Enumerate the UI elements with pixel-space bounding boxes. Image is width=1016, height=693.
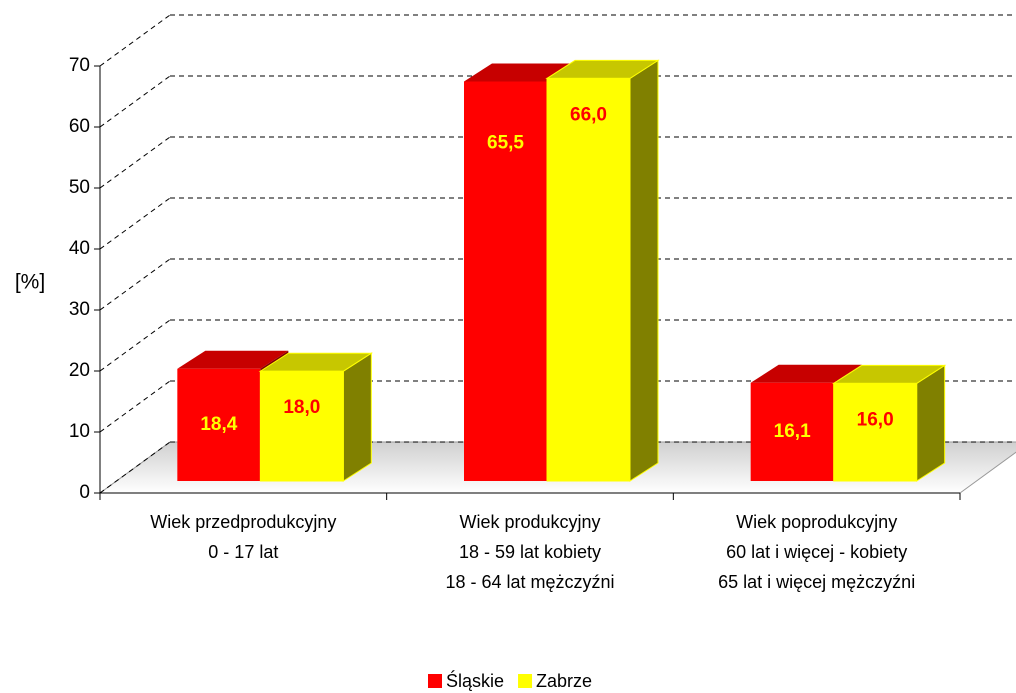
value-label: 18,0 (283, 397, 320, 418)
bar-face (546, 77, 631, 482)
bar-face (833, 382, 918, 482)
x-tick-label: 18 - 59 lat kobiety (459, 542, 601, 562)
legend-label: Śląskie (446, 670, 504, 691)
legend-swatch (518, 674, 533, 688)
bar (258, 352, 374, 482)
value-label: 16,0 (857, 409, 894, 430)
bar-face (464, 63, 575, 82)
x-tick-label: 0 - 17 lat (208, 542, 278, 562)
legend-label: Zabrze (536, 671, 592, 691)
y-tick-label: 50 (69, 177, 90, 198)
bar (545, 59, 660, 482)
bar-face (750, 382, 834, 481)
bar-face (177, 368, 261, 481)
y-tick-label: 10 (69, 421, 90, 442)
bar-face (259, 370, 344, 482)
x-tick-label: Wiek produkcyjny (459, 512, 600, 532)
grid-line-depth (99, 441, 171, 494)
grid-line-depth (99, 136, 171, 189)
y-tick-label: 60 (69, 116, 90, 137)
bar-face (750, 364, 862, 383)
y-tick-label: 0 (79, 482, 90, 503)
bar-face (464, 81, 547, 481)
bar-face (342, 352, 372, 482)
grid-line-depth (99, 75, 171, 128)
grid-line-depth (99, 380, 171, 433)
legend-swatch (428, 674, 442, 688)
bar-face (629, 59, 659, 482)
value-label: 18,4 (200, 414, 237, 435)
x-tick-label: Wiek poprodukcyjny (736, 512, 897, 532)
grid-line-depth (99, 14, 171, 67)
y-tick-label: 30 (69, 299, 90, 320)
x-tick-label: 18 - 64 lat mężczyźni (445, 572, 614, 592)
y-tick-label: 40 (69, 238, 90, 259)
y-tick-label: 70 (69, 55, 90, 76)
y-tick-label: 20 (69, 360, 90, 381)
bar-face (916, 364, 946, 482)
grid-line-depth (99, 258, 171, 311)
value-label: 65,5 (487, 132, 524, 153)
y-axis-label: [%] (15, 271, 45, 294)
bar-face (177, 350, 289, 369)
bar (831, 364, 947, 482)
grid-line-depth (99, 197, 171, 250)
value-label: 16,1 (774, 421, 811, 442)
x-tick-label: 65 lat i więcej mężczyźni (718, 572, 915, 592)
grid-line-depth (99, 319, 171, 372)
x-tick-label: 60 lat i więcej - kobiety (726, 542, 907, 562)
value-label: 66,0 (570, 104, 607, 125)
x-tick-label: Wiek przedprodukcyjny (150, 512, 336, 532)
